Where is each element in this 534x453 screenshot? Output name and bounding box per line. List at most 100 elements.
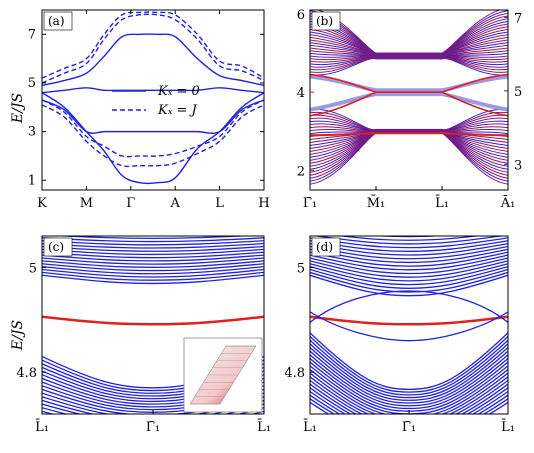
upper-bulk-band-0 <box>42 274 264 285</box>
legend-dashed-label: Kₓ = J <box>157 103 197 118</box>
upper-bulk-band-17 <box>42 226 264 228</box>
y-tick-label: 3 <box>28 125 36 140</box>
upper-bulk-band-8 <box>310 251 508 267</box>
upper-bulk-band-14 <box>312 236 506 245</box>
lower-band-18 <box>310 131 508 164</box>
upper-bulk-band-15 <box>42 232 264 235</box>
legend: Kₓ = 0 Kₓ = J <box>112 84 200 118</box>
lower-band-0 <box>310 109 508 131</box>
legend-solid-label: Kₓ = 0 <box>157 84 200 99</box>
lower-band-3 <box>310 117 508 131</box>
series-group <box>310 226 508 414</box>
y-tick-label: 5 <box>29 261 37 276</box>
y-tick-label-left: 6 <box>297 8 305 23</box>
x-tick-label: L̄₁ <box>257 419 271 435</box>
lower-bulk-band-10 <box>310 368 508 414</box>
series-line-5 <box>42 11 264 79</box>
upper-bulk-band-2 <box>42 268 264 278</box>
series-line-3 <box>42 99 264 134</box>
x-tick-label: Γ <box>126 196 135 211</box>
upper-bulk-band-13 <box>310 237 508 249</box>
surface-band-red-2 <box>42 315 264 325</box>
lower-bulk-band-2 <box>310 339 508 396</box>
upper-bulk-band-4 <box>310 263 508 282</box>
panel-a: K M Γ A L H 1 3 5 7 (a) Kₓ = 0 Kₓ = J <box>28 9 270 211</box>
panel-label-box <box>311 11 341 31</box>
lower-bulk-band-14 <box>310 383 508 414</box>
lower-bulk-band-15 <box>310 387 508 414</box>
panel-d: L̄₁ Γ̄₁ L̄₁ 4.8 5 (d) <box>284 226 515 435</box>
series-line-0 <box>42 33 264 87</box>
x-tick-label: Γ̄₁ <box>146 420 160 435</box>
upper-bulk-band-16 <box>42 229 264 232</box>
x-tick-label: Γ̄₁ <box>303 196 317 211</box>
lower-bulk-band-12 <box>310 376 508 414</box>
edge-band-red-lower <box>310 91 508 117</box>
panel-a-frame <box>41 9 265 191</box>
x-tick-label: L̄₁ <box>501 419 515 435</box>
lower-bulk-band-3 <box>310 343 508 399</box>
upper-bulk-band-7 <box>42 254 264 262</box>
panel-label: (c) <box>48 240 64 254</box>
lower-bulk-band-1 <box>310 336 508 393</box>
x-tick-label: L̄₁ <box>35 419 49 435</box>
upper-bulk-band-1 <box>42 271 264 281</box>
upper-band-2 <box>310 57 508 71</box>
lower-bulk-band-4 <box>310 347 508 401</box>
lower-bulk-band-11 <box>310 372 508 414</box>
surface-band-red-1 <box>42 316 264 326</box>
upper-bulk-band-7 <box>310 254 508 271</box>
edge-band-red-bottom <box>310 132 508 137</box>
y-tick-label: 5 <box>28 76 36 91</box>
upper-bulk-band-11 <box>310 242 508 256</box>
upper-bulk-band-11 <box>42 242 264 249</box>
surface-band-upper <box>310 74 508 93</box>
series-line-4 <box>42 13 264 84</box>
upper-bulk-band-9 <box>42 248 264 256</box>
upper-bulk-band-12 <box>42 240 264 246</box>
y-tick-label: 1 <box>28 173 36 188</box>
series-group <box>310 10 508 185</box>
upper-bulk-band-1 <box>310 271 508 293</box>
y-tick-label: 4.8 <box>284 366 305 381</box>
y-tick-label-right: 3 <box>514 158 522 173</box>
upper-bulk-band-2 <box>310 268 508 289</box>
lower-bulk-band-6 <box>310 354 508 407</box>
panel-label-box <box>43 237 73 257</box>
upper-bulk-band-6 <box>310 257 508 275</box>
surface-band-red-2 <box>310 315 508 325</box>
upper-bulk-band-5 <box>42 260 264 268</box>
surface-band-lower <box>310 92 508 112</box>
upper-bulk-band-6 <box>42 257 264 265</box>
upper-bulk-band-9 <box>310 248 508 264</box>
y-tick-label: 7 <box>28 27 36 42</box>
panel-label: (d) <box>316 240 333 254</box>
y-tick-label-right: 5 <box>514 85 522 100</box>
y-tick-label-left: 2 <box>297 164 305 179</box>
upper-bulk-band-5 <box>310 260 508 278</box>
lower-bulk-band-0 <box>310 332 508 391</box>
lower-bulk-band-13 <box>310 379 508 414</box>
x-tick-label: L <box>215 196 224 211</box>
upper-bulk-band-13 <box>42 237 264 243</box>
series-line-7 <box>42 99 264 158</box>
series-group <box>42 11 264 185</box>
y-axis-title-bottom: E/JS <box>10 320 26 351</box>
x-tick-label: M <box>80 196 93 211</box>
x-tick-label: Γ̄₁ <box>402 420 416 435</box>
x-tick-label: L̄₁ <box>435 195 449 211</box>
panel-c: L̄₁ Γ̄₁ L̄₁ 4.8 5 (c) <box>16 226 271 435</box>
upper-bulk-band-10 <box>42 245 264 252</box>
y-axis-title-top: E/JS <box>10 93 26 124</box>
x-tick-label: H <box>258 196 269 211</box>
panel-label-b: (b) <box>316 14 333 28</box>
panel-b-frame <box>309 9 509 191</box>
series-line-1 <box>42 87 264 94</box>
upper-bulk-band-17 <box>310 226 508 233</box>
y-tick-label-left: 4 <box>297 86 305 101</box>
upper-bulk-band-4 <box>42 263 264 272</box>
crossing-band-lower <box>310 311 508 342</box>
y-tick-label-right: 7 <box>514 11 522 26</box>
x-tick-label: K <box>37 196 47 211</box>
